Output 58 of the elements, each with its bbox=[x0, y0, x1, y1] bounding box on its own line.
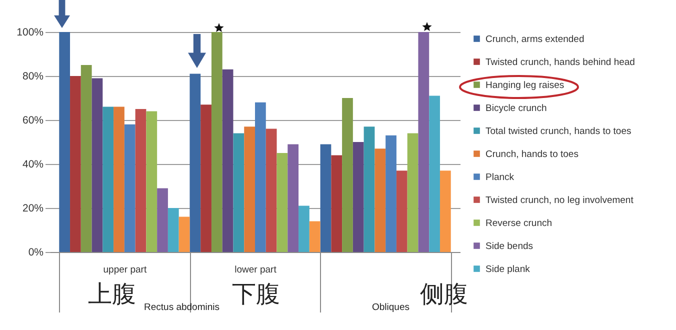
bar bbox=[364, 126, 375, 252]
bar bbox=[309, 221, 320, 252]
bar bbox=[135, 109, 146, 252]
bar bbox=[80, 65, 92, 252]
legend-label: Total twisted crunch, hands to toes bbox=[486, 126, 632, 137]
legend-label: Crunch, hands to toes bbox=[486, 148, 579, 160]
bar bbox=[146, 111, 158, 252]
bar bbox=[114, 106, 124, 252]
bar bbox=[59, 32, 70, 252]
legend-label: Crunch, arms extended bbox=[486, 34, 584, 45]
legend-label: Bicycle crunch bbox=[486, 102, 547, 114]
legend-label: Hanging leg raises bbox=[486, 80, 564, 91]
bar bbox=[331, 155, 342, 252]
legend-label: Planck bbox=[486, 172, 514, 183]
bar bbox=[124, 124, 136, 252]
legend-label: Side bends bbox=[486, 240, 534, 252]
bar bbox=[429, 96, 440, 252]
bar bbox=[70, 76, 81, 252]
bar bbox=[440, 170, 451, 252]
bar bbox=[190, 74, 201, 252]
x-tick-label: upper part bbox=[103, 264, 147, 276]
text: Rectus abdominis bbox=[144, 302, 220, 313]
bar bbox=[157, 188, 168, 252]
bar bbox=[352, 142, 364, 252]
bar bbox=[320, 144, 332, 252]
bar bbox=[266, 128, 277, 252]
y-tick-label: 60% bbox=[22, 114, 44, 126]
bar bbox=[407, 133, 418, 252]
bar bbox=[386, 135, 396, 252]
text: 下腹 bbox=[232, 280, 280, 310]
bar bbox=[342, 98, 353, 252]
legend-label: Side plank bbox=[486, 264, 530, 275]
y-tick-label: 40% bbox=[22, 158, 44, 170]
bar bbox=[200, 104, 212, 252]
y-tick-label: 100% bbox=[16, 26, 44, 38]
bar bbox=[374, 148, 386, 252]
bar bbox=[276, 153, 288, 252]
bar bbox=[298, 206, 310, 252]
y-tick-label: 80% bbox=[22, 70, 44, 82]
bar bbox=[255, 102, 266, 252]
bar bbox=[178, 216, 190, 252]
bar bbox=[222, 69, 234, 252]
legend-label: Twisted crunch, no leg involvement bbox=[486, 194, 634, 206]
y-tick-label: 20% bbox=[22, 202, 44, 214]
text: Obliques bbox=[372, 302, 410, 313]
bar bbox=[288, 144, 299, 252]
x-tick-label: lower part bbox=[234, 264, 277, 276]
bar bbox=[92, 78, 103, 252]
text: 侧腹 bbox=[420, 280, 468, 310]
y-tick-label: 0% bbox=[28, 246, 44, 258]
bar bbox=[233, 133, 244, 252]
legend-label: Reverse crunch bbox=[486, 218, 552, 229]
bar bbox=[244, 126, 255, 252]
bar bbox=[168, 208, 179, 252]
bar bbox=[102, 106, 114, 252]
bar bbox=[396, 170, 408, 252]
legend-label: Twisted crunch, hands behind head bbox=[486, 56, 635, 68]
text: 上腹 bbox=[88, 280, 136, 310]
